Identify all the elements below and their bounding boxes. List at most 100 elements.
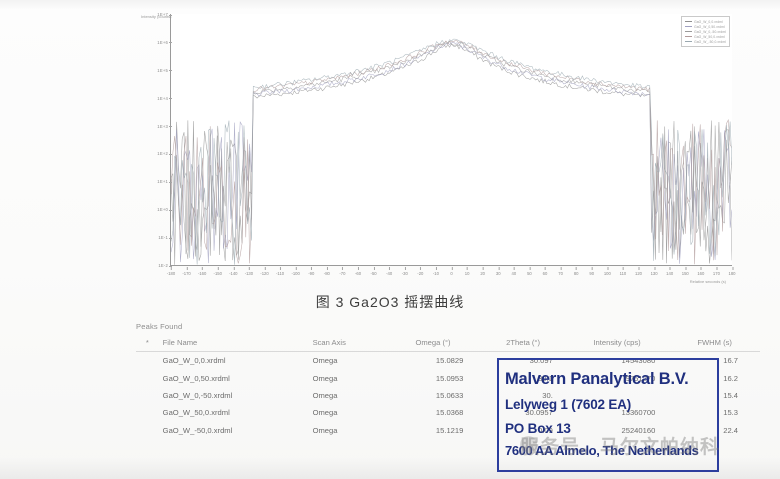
cell-scan-axis: Omega [312, 356, 338, 366]
cell-scan-axis: Omega [312, 373, 338, 383]
peaks-table-body: GaO_W_0,0.xrdml Omega 15.0829 30.097 1454308… [136, 352, 760, 439]
chart-x-tick: 100 [603, 267, 611, 276]
cell-star [136, 369, 159, 386]
chart-plot-area: Intensity (counts) Relative seconds (s) … [141, 12, 736, 284]
chart-frame: Intensity (counts) Relative seconds (s) … [136, 8, 736, 288]
scan-shadow-top [0, 0, 780, 10]
peaks-table-head: * File Name Scan Axis Omega (°) 2Theta (… [136, 335, 760, 352]
chart-x-tick: -170 [182, 267, 191, 276]
chart-x-tick: 30 [495, 267, 501, 276]
watermark-logo-icon [520, 436, 537, 453]
cell-scan-axis: Omega [312, 390, 338, 400]
legend-label: GaO_W_50,0.xrdml [694, 34, 725, 39]
chart-x-tick: -110 [276, 267, 285, 276]
rocking-curve-chart: Intensity (counts) Relative seconds (s) … [136, 8, 736, 288]
chart-x-tick: -20 [417, 267, 424, 276]
cell-2theta: 30.097 [529, 356, 553, 366]
cell-fwhm: 15.4 [723, 390, 738, 400]
chart-x-tick: 90 [589, 267, 595, 276]
chart-x-axis-title: Relative seconds (s) [689, 279, 726, 284]
chart-x-tick: -80 [323, 267, 330, 276]
chart-y-tick: 1E+4 [138, 96, 172, 101]
chart-x-tick: 10 [464, 267, 470, 276]
chart-x-tick: -180 [166, 267, 176, 276]
cell-omega: 15.1219 [435, 425, 464, 435]
chart-x-tick: -30 [401, 267, 408, 276]
cell-file-name: GaO_W_0,50.xrdml [162, 373, 230, 383]
scan-shadow-bottom [0, 457, 780, 479]
chart-x-tick: 110 [619, 267, 627, 276]
cell-star [136, 352, 159, 370]
legend-label: GaO_W_0,-50.xrdml [694, 29, 726, 34]
chart-x-tick: 40 [511, 267, 517, 276]
legend-swatch [685, 26, 693, 27]
chart-y-tick: 1E-1 [138, 235, 172, 240]
chart-legend: GaO_W_0,0.xrdml GaO_W_0,50.xrdml GaO_W_0,-… [681, 16, 730, 47]
column-header-scan-axis[interactable]: Scan Axis [308, 335, 385, 352]
chart-x-tick: -140 [229, 267, 238, 276]
cell-intensity: 9751270 [625, 373, 656, 383]
chart-x-tick: 160 [697, 267, 705, 276]
cell-2theta: 30. [542, 390, 553, 400]
cell-omega: 15.0368 [435, 408, 464, 418]
figure-caption: 图 3 Ga2O3 摇摆曲线 [315, 294, 465, 310]
cell-intensity [565, 387, 669, 404]
cell-2theta: 30.0957 [525, 408, 553, 418]
column-header-fwhm[interactable]: FWHM (s) [669, 335, 760, 352]
cell-file-name: GaO_W_50,0.xrdml [162, 408, 230, 418]
column-header-star[interactable]: * [136, 335, 159, 352]
legend-item: GaO_W_-50,0.xrdml [685, 39, 726, 44]
chart-x-tick: 140 [666, 267, 674, 276]
table-row[interactable]: GaO_W_0,50.xrdml Omega 15.0953 30.1 9751270 1… [136, 369, 760, 386]
peaks-found-section: Peaks Found * File Name Scan Axis Omega … [136, 322, 760, 439]
chart-y-tick: 1E-2 [138, 263, 172, 268]
cell-scan-axis: Omega [312, 408, 338, 418]
chart-x-tick: -40 [386, 267, 393, 276]
chart-series-line [171, 40, 732, 265]
chart-x-tick: -60 [354, 267, 362, 276]
chart-x-tick: -10 [432, 267, 439, 276]
chart-x-tick: 60 [542, 267, 548, 276]
cell-star [136, 404, 159, 421]
chart-y-tick: 1E+5 [138, 68, 172, 73]
column-header-2theta[interactable]: 2Theta (°) [481, 335, 565, 352]
chart-x-tick: -70 [339, 267, 346, 276]
legend-item: GaO_W_50,0.xrdml [685, 34, 726, 39]
chart-y-tick: 1E+7 [138, 12, 172, 17]
legend-swatch [685, 31, 693, 32]
chart-x-tick: -160 [197, 267, 207, 276]
cell-file-name: GaO_W_0,-50.xrdml [162, 390, 233, 400]
column-header-intensity[interactable]: Intensity (cps) [564, 335, 670, 352]
cell-file-name: GaO_W_-50,0.xrdml [162, 425, 233, 435]
cell-fwhm: 16.2 [723, 373, 738, 383]
chart-y-tick: 1E+3 [138, 124, 172, 129]
legend-swatch [685, 36, 693, 37]
legend-swatch [685, 21, 693, 22]
cell-intensity: 25240160 [621, 425, 656, 435]
cell-omega: 15.0953 [435, 373, 464, 383]
chart-x-tick: -100 [291, 267, 300, 276]
cell-fwhm: 15.3 [723, 408, 738, 418]
table-row[interactable]: GaO_W_0,0.xrdml Omega 15.0829 30.097 1454308… [136, 352, 760, 370]
chart-x-tick: 70 [558, 267, 563, 276]
chart-x-tick: 80 [573, 267, 579, 276]
cell-omega: 15.0829 [435, 356, 464, 366]
chart-series-line [171, 41, 732, 264]
table-row[interactable]: GaO_W_50,0.xrdml Omega 15.0368 30.0957 13360… [136, 404, 760, 421]
chart-curves [171, 38, 732, 265]
cell-star [136, 387, 159, 404]
chart-x-tick: 120 [635, 267, 642, 276]
chart-x-tick: 0 [450, 267, 453, 276]
column-header-file-name[interactable]: File Name [158, 335, 309, 352]
column-header-omega[interactable]: Omega (°) [384, 335, 482, 352]
table-row[interactable]: GaO_W_0,-50.xrdml Omega 15.0633 30. 15.4 [136, 387, 760, 404]
cell-intensity: 13360700 [621, 408, 656, 418]
cell-fwhm: 22.4 [723, 425, 738, 435]
chart-x-tick: -50 [370, 267, 377, 276]
chart-x-tick: 130 [650, 267, 658, 276]
chart-series-line [171, 40, 732, 265]
cell-star [136, 422, 159, 439]
chart-x-tick: -150 [213, 267, 222, 276]
table-row[interactable]: GaO_W_-50,0.xrdml Omega 15.1219 0.09 2524016… [136, 422, 760, 439]
cell-2theta: 30.1 [538, 373, 553, 383]
